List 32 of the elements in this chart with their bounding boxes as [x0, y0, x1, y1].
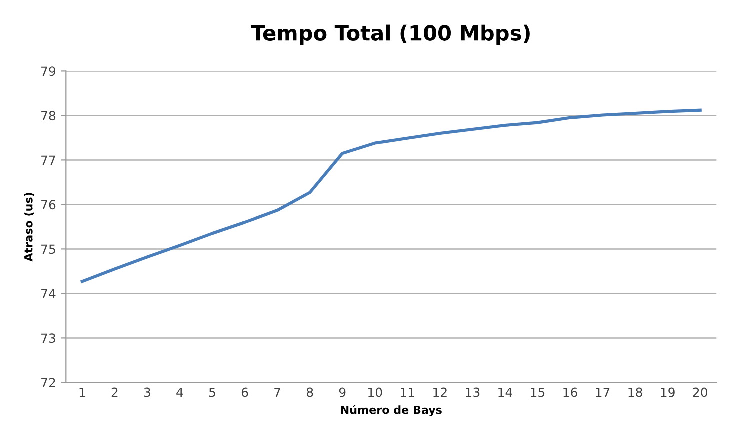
- x-tick-label: 16: [564, 388, 578, 398]
- y-tick-label: 78: [42, 111, 56, 121]
- x-tick-label: 1: [80, 388, 86, 398]
- x-tick-label: 9: [339, 388, 346, 398]
- x-tick-label: 11: [401, 388, 414, 398]
- x-tick-label: 2: [112, 388, 118, 398]
- x-tick-label: 6: [242, 388, 248, 398]
- x-tick-label: 19: [661, 388, 675, 398]
- y-tick-label: 74: [42, 289, 56, 298]
- x-tick-label: 3: [144, 388, 150, 398]
- line-series: [80, 108, 702, 284]
- x-tick-label: 17: [596, 388, 610, 398]
- y-tick-label: 73: [42, 334, 56, 344]
- y-axis-title: Atraso (us): [24, 193, 34, 262]
- x-tick-label: 5: [209, 388, 216, 398]
- x-axis-title: Número de Bays: [341, 405, 442, 416]
- x-tick-label: 4: [176, 388, 184, 398]
- y-tick-label: 76: [42, 200, 56, 210]
- x-tick-label: 14: [498, 388, 512, 398]
- x-tick-label: 12: [434, 388, 447, 398]
- x-tick-label: 15: [531, 388, 545, 398]
- chart-title: Tempo Total (100 Mbps): [251, 24, 530, 45]
- y-tick-label: 79: [42, 66, 56, 76]
- x-tick-label: 7: [274, 388, 280, 398]
- x-tick-label: 13: [466, 388, 480, 398]
- y-tick-label: 72: [42, 378, 56, 388]
- x-tick-label: 8: [306, 388, 314, 398]
- y-tick-label: 77: [42, 156, 56, 165]
- x-tick-label: 20: [693, 388, 708, 398]
- x-tick-label: 10: [368, 388, 382, 398]
- y-tick-label: 75: [42, 244, 56, 254]
- x-tick-label: 18: [628, 388, 642, 398]
